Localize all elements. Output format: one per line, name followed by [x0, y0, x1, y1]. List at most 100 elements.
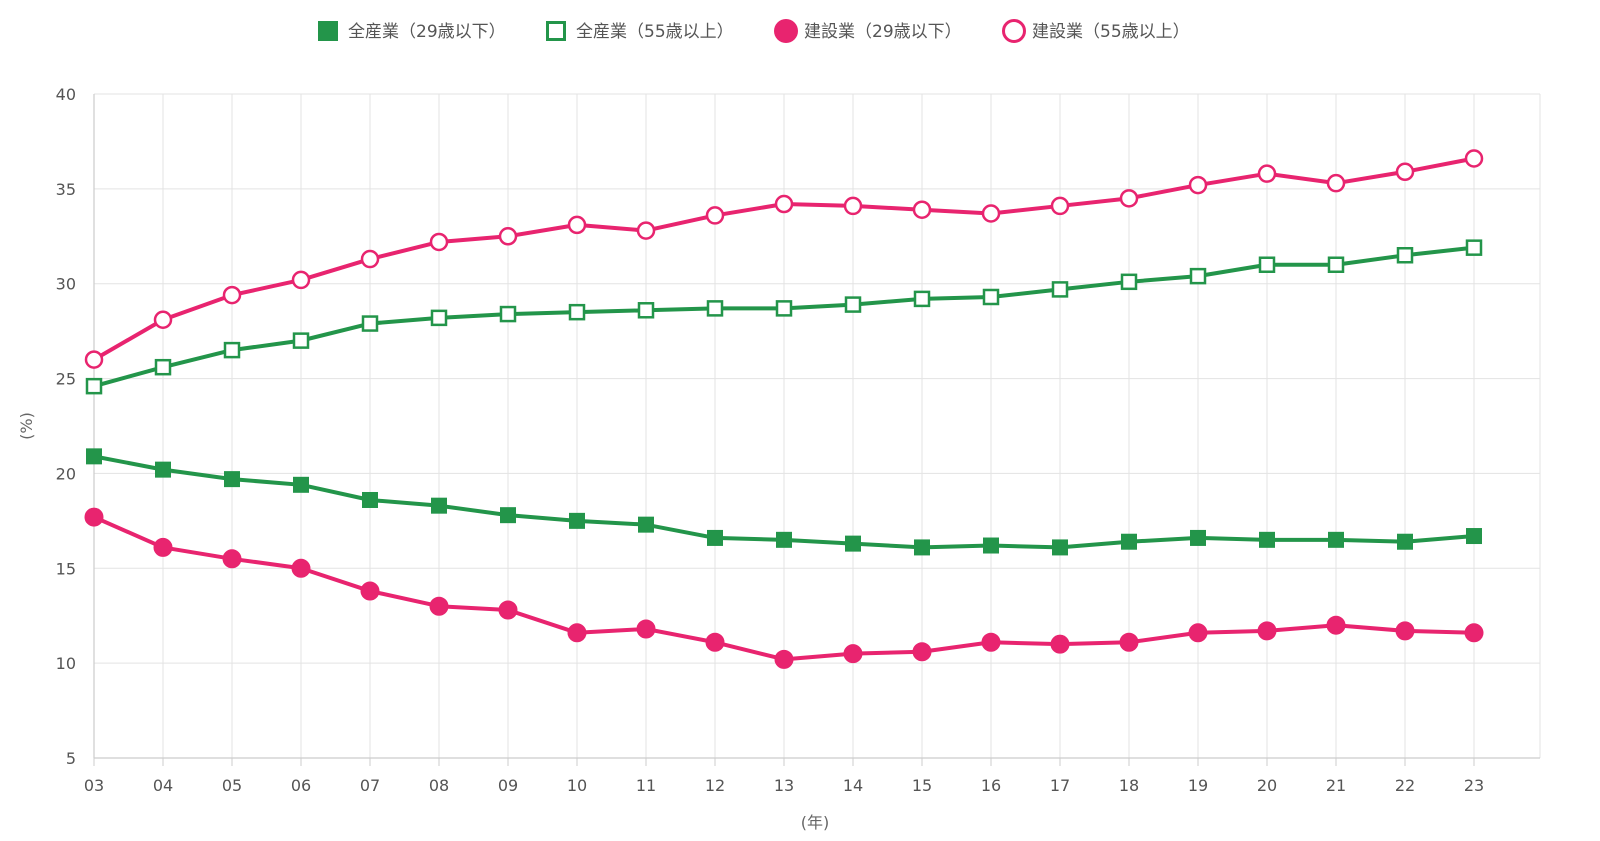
data-point — [499, 305, 517, 323]
x-tick-label: 17 — [1050, 776, 1070, 795]
x-tick-label: 11 — [636, 776, 656, 795]
y-tick-label: 10 — [56, 654, 76, 673]
data-point — [913, 290, 931, 308]
data-point — [1257, 621, 1277, 641]
x-tick-label: 09 — [498, 776, 518, 795]
data-point — [982, 288, 1000, 306]
data-point — [981, 204, 1001, 223]
x-tick-label: 19 — [1188, 776, 1208, 795]
data-point — [153, 537, 173, 557]
y-tick-label: 25 — [56, 370, 76, 389]
x-tick-label: 14 — [843, 776, 863, 795]
data-point — [1258, 256, 1276, 273]
series-group — [84, 149, 1484, 669]
data-point — [291, 270, 311, 290]
data-point — [1396, 247, 1414, 264]
x-tick-label: 18 — [1119, 776, 1139, 795]
data-point — [1326, 615, 1346, 635]
x-tick-label: 08 — [429, 776, 449, 795]
data-point — [498, 600, 518, 620]
data-point — [567, 623, 587, 643]
legend-item: 建設業（55歳以上） — [1002, 19, 1190, 43]
data-point — [155, 461, 171, 478]
data-point — [983, 537, 999, 554]
data-point — [1397, 533, 1413, 550]
series-1 — [86, 448, 1482, 556]
y-axis-title: (%) — [17, 412, 36, 440]
axes: 5 10 15 20 25 30 35 40 03 04 05 06 07 08 09 10 11 12 13 14 1… — [56, 85, 1540, 795]
y-tick-label: 30 — [56, 275, 76, 294]
x-tick-label: 22 — [1395, 776, 1415, 795]
data-point — [1188, 623, 1208, 643]
data-point — [914, 539, 930, 556]
data-point — [776, 531, 792, 548]
x-tick-label: 13 — [774, 776, 794, 795]
data-point — [429, 232, 449, 252]
data-point — [1326, 173, 1346, 193]
data-point — [775, 300, 793, 317]
x-tick-label: 06 — [291, 776, 311, 795]
data-point — [1050, 196, 1070, 216]
data-point — [774, 194, 794, 214]
data-point — [429, 596, 449, 616]
data-point — [981, 632, 1001, 652]
data-point — [1050, 634, 1070, 654]
y-tick-label: 40 — [56, 85, 76, 104]
data-point — [1395, 621, 1415, 641]
data-point — [84, 350, 104, 369]
data-point — [223, 341, 241, 359]
data-point — [569, 512, 585, 529]
data-point — [636, 619, 656, 639]
legend-label: 全産業（29歳以下） — [348, 22, 506, 42]
data-point — [1465, 239, 1483, 256]
data-point — [1466, 528, 1482, 545]
data-point — [1120, 273, 1138, 291]
legend-item: 全産業（55歳以上） — [546, 21, 734, 42]
series-4 — [84, 149, 1484, 369]
data-point — [636, 221, 656, 240]
y-tick-label: 35 — [56, 180, 76, 199]
x-tick-label: 16 — [981, 776, 1001, 795]
data-point — [153, 310, 173, 330]
data-point — [1190, 529, 1206, 546]
data-point — [293, 476, 309, 493]
x-tick-label: 20 — [1257, 776, 1277, 795]
data-point — [360, 249, 380, 269]
x-tick-label: 10 — [567, 776, 587, 795]
data-point — [498, 227, 518, 246]
data-point — [1051, 281, 1069, 298]
data-point — [361, 315, 379, 332]
data-point — [86, 448, 102, 465]
data-point — [637, 302, 655, 319]
data-point — [706, 300, 724, 317]
data-point — [1052, 539, 1068, 556]
data-point — [774, 649, 794, 669]
legend-swatch — [1002, 19, 1026, 43]
y-tick-label: 5 — [66, 749, 76, 768]
data-point — [431, 497, 447, 514]
legend-swatch — [318, 21, 338, 41]
data-point — [1464, 149, 1484, 168]
legend-label: 建設業（55歳以上） — [1032, 22, 1190, 42]
data-point — [1328, 531, 1344, 548]
x-tick-label: 07 — [360, 776, 380, 795]
x-tick-label: 15 — [912, 776, 932, 795]
data-point — [362, 491, 378, 508]
data-point — [567, 215, 587, 235]
y-tick-label: 20 — [56, 464, 76, 483]
legend-item: 建設業（29歳以下） — [774, 19, 962, 43]
x-tick-label: 12 — [705, 776, 725, 795]
data-point — [85, 377, 103, 395]
y-tick-label: 15 — [56, 559, 76, 578]
data-point — [430, 309, 448, 327]
data-point — [1464, 623, 1484, 643]
data-point — [1327, 256, 1345, 273]
data-point — [705, 206, 725, 225]
data-point — [1395, 162, 1415, 182]
data-point — [224, 471, 240, 488]
legend-swatch — [546, 21, 566, 41]
legend-swatch — [774, 19, 798, 43]
x-tick-label: 04 — [153, 776, 173, 795]
